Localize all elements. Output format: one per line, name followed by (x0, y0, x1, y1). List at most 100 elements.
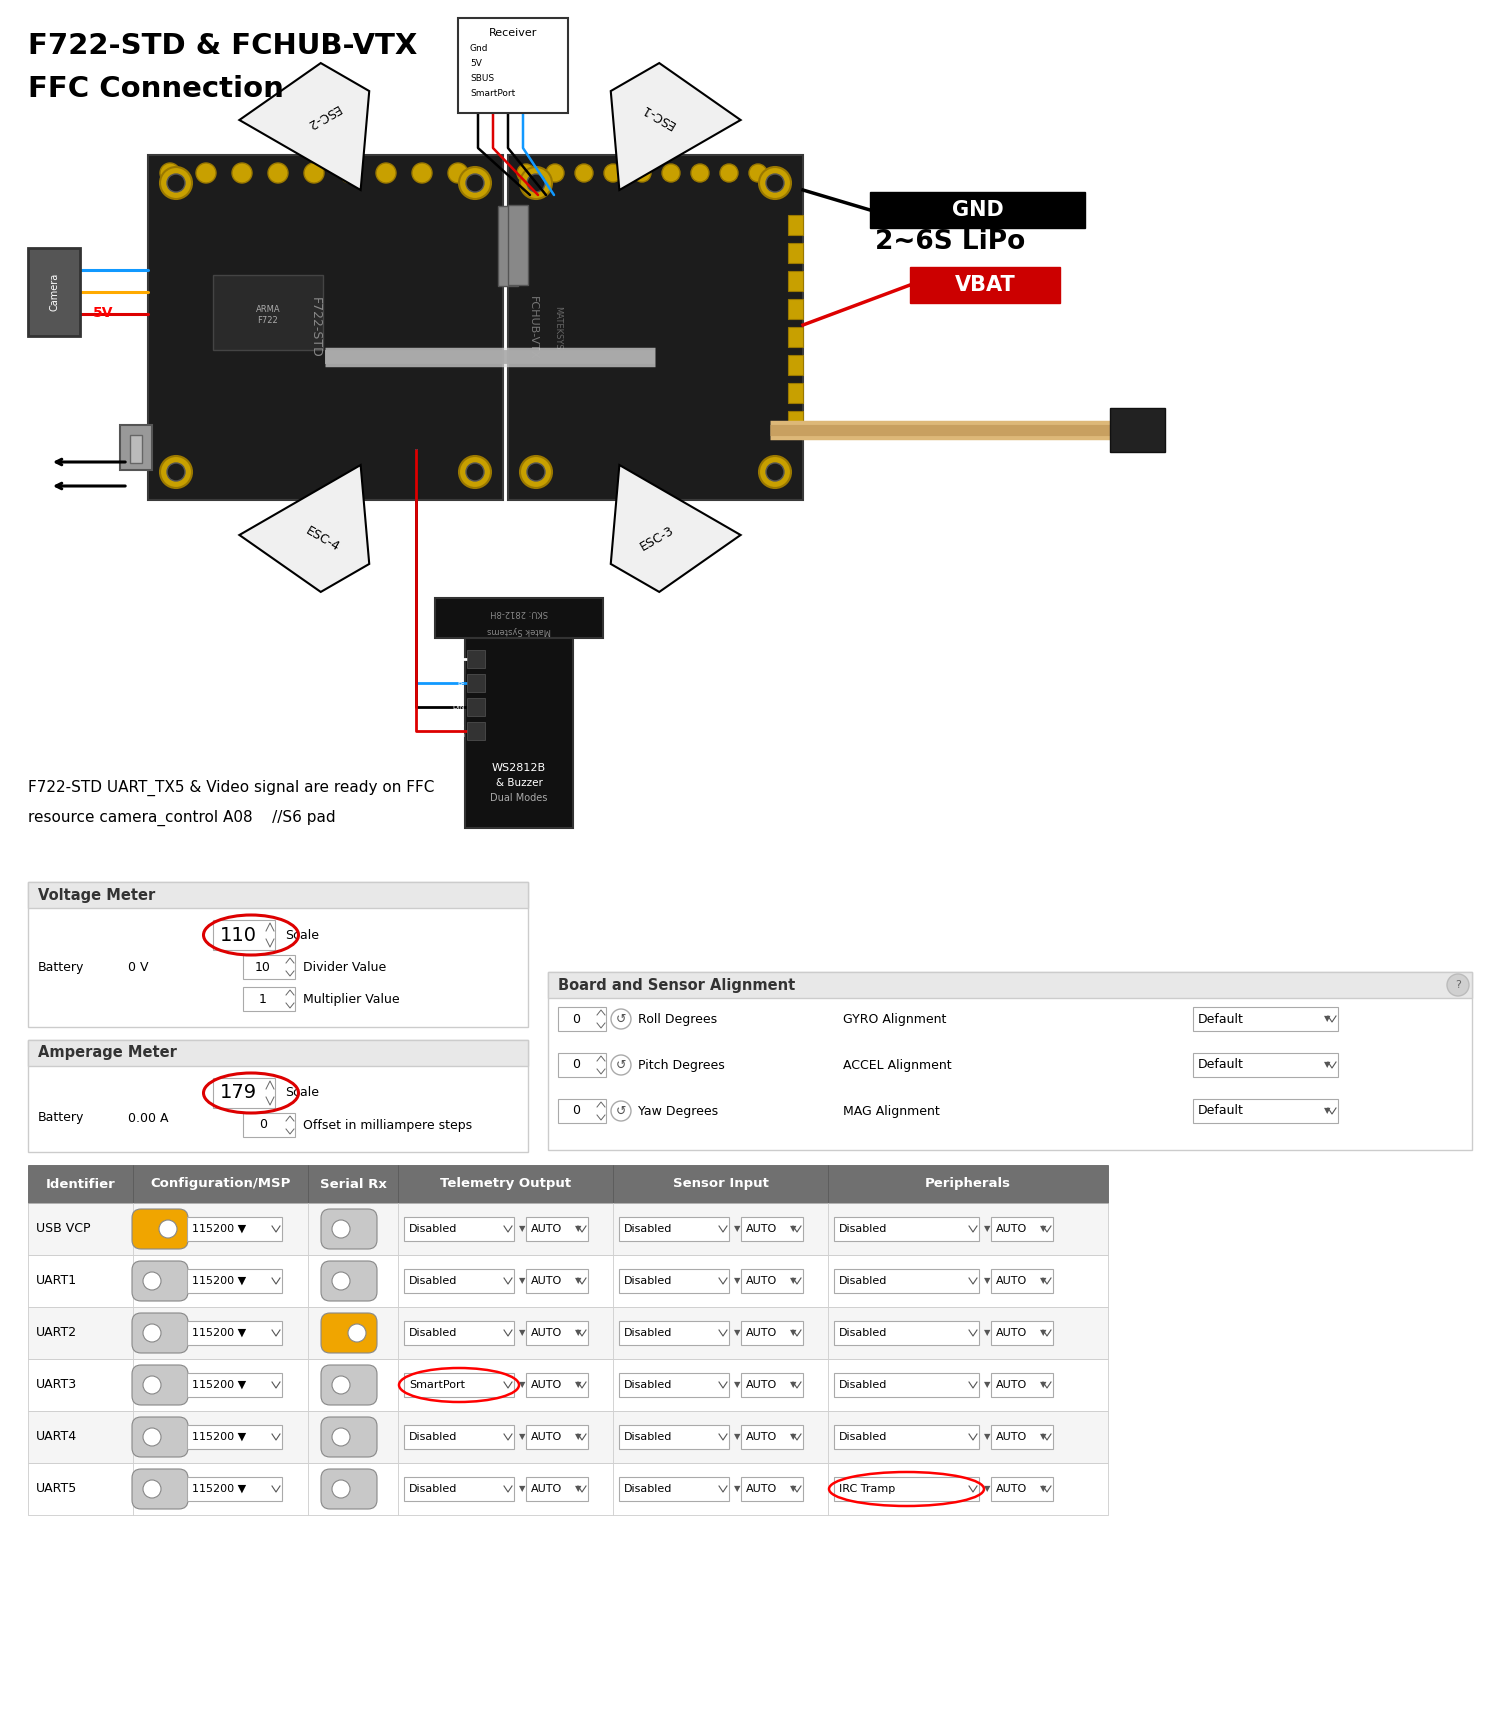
Bar (992, 1477, 1053, 1501)
Text: Configuration/MSP: Configuration/MSP (150, 1177, 291, 1191)
Text: UART4: UART4 (36, 1430, 76, 1444)
Bar (404, 1269, 514, 1293)
Text: ↺: ↺ (615, 1058, 627, 1072)
Circle shape (759, 456, 790, 488)
Bar (28, 882, 528, 1027)
Circle shape (332, 1273, 350, 1290)
Text: 10: 10 (255, 961, 272, 973)
Circle shape (166, 175, 184, 192)
Text: ▼: ▼ (734, 1485, 741, 1494)
Circle shape (692, 164, 709, 182)
Bar (28, 1255, 134, 1307)
Bar (788, 412, 802, 431)
Bar (134, 1203, 308, 1255)
Bar (28, 1165, 134, 1203)
Circle shape (142, 1324, 160, 1342)
Text: ▼: ▼ (1040, 1328, 1047, 1338)
Text: Matek Systems: Matek Systems (488, 626, 550, 635)
Bar (526, 1217, 588, 1241)
Text: Yaw Degrees: Yaw Degrees (638, 1105, 718, 1117)
Text: 5V: 5V (93, 306, 114, 320)
Text: Default: Default (1198, 1058, 1243, 1072)
Circle shape (332, 1376, 350, 1394)
Text: 0: 0 (572, 1013, 580, 1025)
Text: ACCEL Alignment: ACCEL Alignment (843, 1058, 951, 1072)
Bar (28, 1203, 134, 1255)
Bar (308, 1165, 398, 1203)
Text: Disabled: Disabled (839, 1380, 888, 1390)
Text: ▼: ▼ (574, 1276, 582, 1285)
Bar (134, 1165, 308, 1203)
Bar (28, 1463, 1108, 1515)
Circle shape (142, 1428, 160, 1445)
Bar (28, 1041, 528, 1152)
Bar (134, 1307, 308, 1359)
Text: Disabled: Disabled (624, 1432, 672, 1442)
Text: ↺: ↺ (615, 1105, 627, 1117)
Text: ▼: ▼ (519, 1328, 525, 1338)
Bar (834, 1269, 980, 1293)
Text: B-: B- (458, 679, 465, 686)
Text: 0.00 A: 0.00 A (128, 1112, 168, 1124)
Circle shape (166, 463, 184, 481)
Text: IRC Tramp: IRC Tramp (839, 1483, 896, 1494)
Text: Disabled: Disabled (410, 1328, 458, 1338)
Text: AUTO: AUTO (531, 1276, 562, 1286)
Bar (788, 271, 802, 290)
Text: AUTO: AUTO (996, 1224, 1028, 1235)
Text: ▼: ▼ (789, 1380, 796, 1390)
Text: Disabled: Disabled (410, 1432, 458, 1442)
Text: Default: Default (1198, 1013, 1243, 1025)
Bar (308, 1411, 398, 1463)
Bar (28, 1411, 1108, 1463)
Bar (614, 1307, 828, 1359)
Text: Serial Rx: Serial Rx (320, 1177, 387, 1191)
Text: Camera: Camera (50, 273, 58, 311)
FancyBboxPatch shape (132, 1418, 188, 1458)
Text: ▼: ▼ (789, 1485, 796, 1494)
Text: ▼: ▼ (984, 1224, 990, 1233)
Bar (213, 920, 274, 949)
Bar (243, 954, 296, 979)
Text: Board and Sensor Alignment: Board and Sensor Alignment (558, 977, 795, 992)
Text: UART2: UART2 (36, 1326, 76, 1340)
Bar (828, 1359, 1108, 1411)
Text: 115200 ▼: 115200 ▼ (192, 1328, 246, 1338)
Text: VBAT: VBAT (954, 275, 1016, 296)
Text: AUTO: AUTO (531, 1224, 562, 1235)
Text: ▼: ▼ (789, 1224, 796, 1233)
Text: Disabled: Disabled (839, 1432, 888, 1442)
Bar (213, 1077, 274, 1108)
Text: ▼: ▼ (734, 1224, 741, 1233)
Text: 0: 0 (572, 1058, 580, 1072)
Text: ARMA
F722: ARMA F722 (255, 306, 280, 325)
Text: 5V: 5V (470, 59, 482, 67)
Text: F722-STD: F722-STD (309, 297, 322, 358)
Text: AUTO: AUTO (996, 1483, 1028, 1494)
Text: Disabled: Disabled (410, 1276, 458, 1286)
Text: ▼: ▼ (984, 1380, 990, 1390)
Circle shape (232, 163, 252, 183)
Text: ▼: ▼ (1040, 1433, 1047, 1442)
Circle shape (759, 168, 790, 199)
Bar (526, 1373, 588, 1397)
Text: Divider Value: Divider Value (303, 961, 387, 973)
Bar (828, 1463, 1108, 1515)
Circle shape (526, 463, 544, 481)
Bar (992, 1425, 1053, 1449)
Bar (741, 1321, 802, 1345)
Circle shape (766, 463, 784, 481)
FancyBboxPatch shape (321, 1260, 376, 1300)
Bar (458, 17, 568, 112)
Text: USB VCP: USB VCP (36, 1222, 90, 1236)
Bar (308, 1255, 398, 1307)
Text: ESC-2: ESC-2 (303, 102, 342, 131)
Circle shape (348, 1324, 366, 1342)
Text: resource camera_control A08    //S6 pad: resource camera_control A08 //S6 pad (28, 809, 336, 826)
Circle shape (142, 1376, 160, 1394)
Text: ▼: ▼ (734, 1380, 741, 1390)
Polygon shape (610, 465, 741, 591)
Text: Voltage Meter: Voltage Meter (38, 887, 156, 903)
Text: SmartPort: SmartPort (470, 88, 516, 97)
Text: Offset in milliampere steps: Offset in milliampere steps (303, 1119, 472, 1131)
